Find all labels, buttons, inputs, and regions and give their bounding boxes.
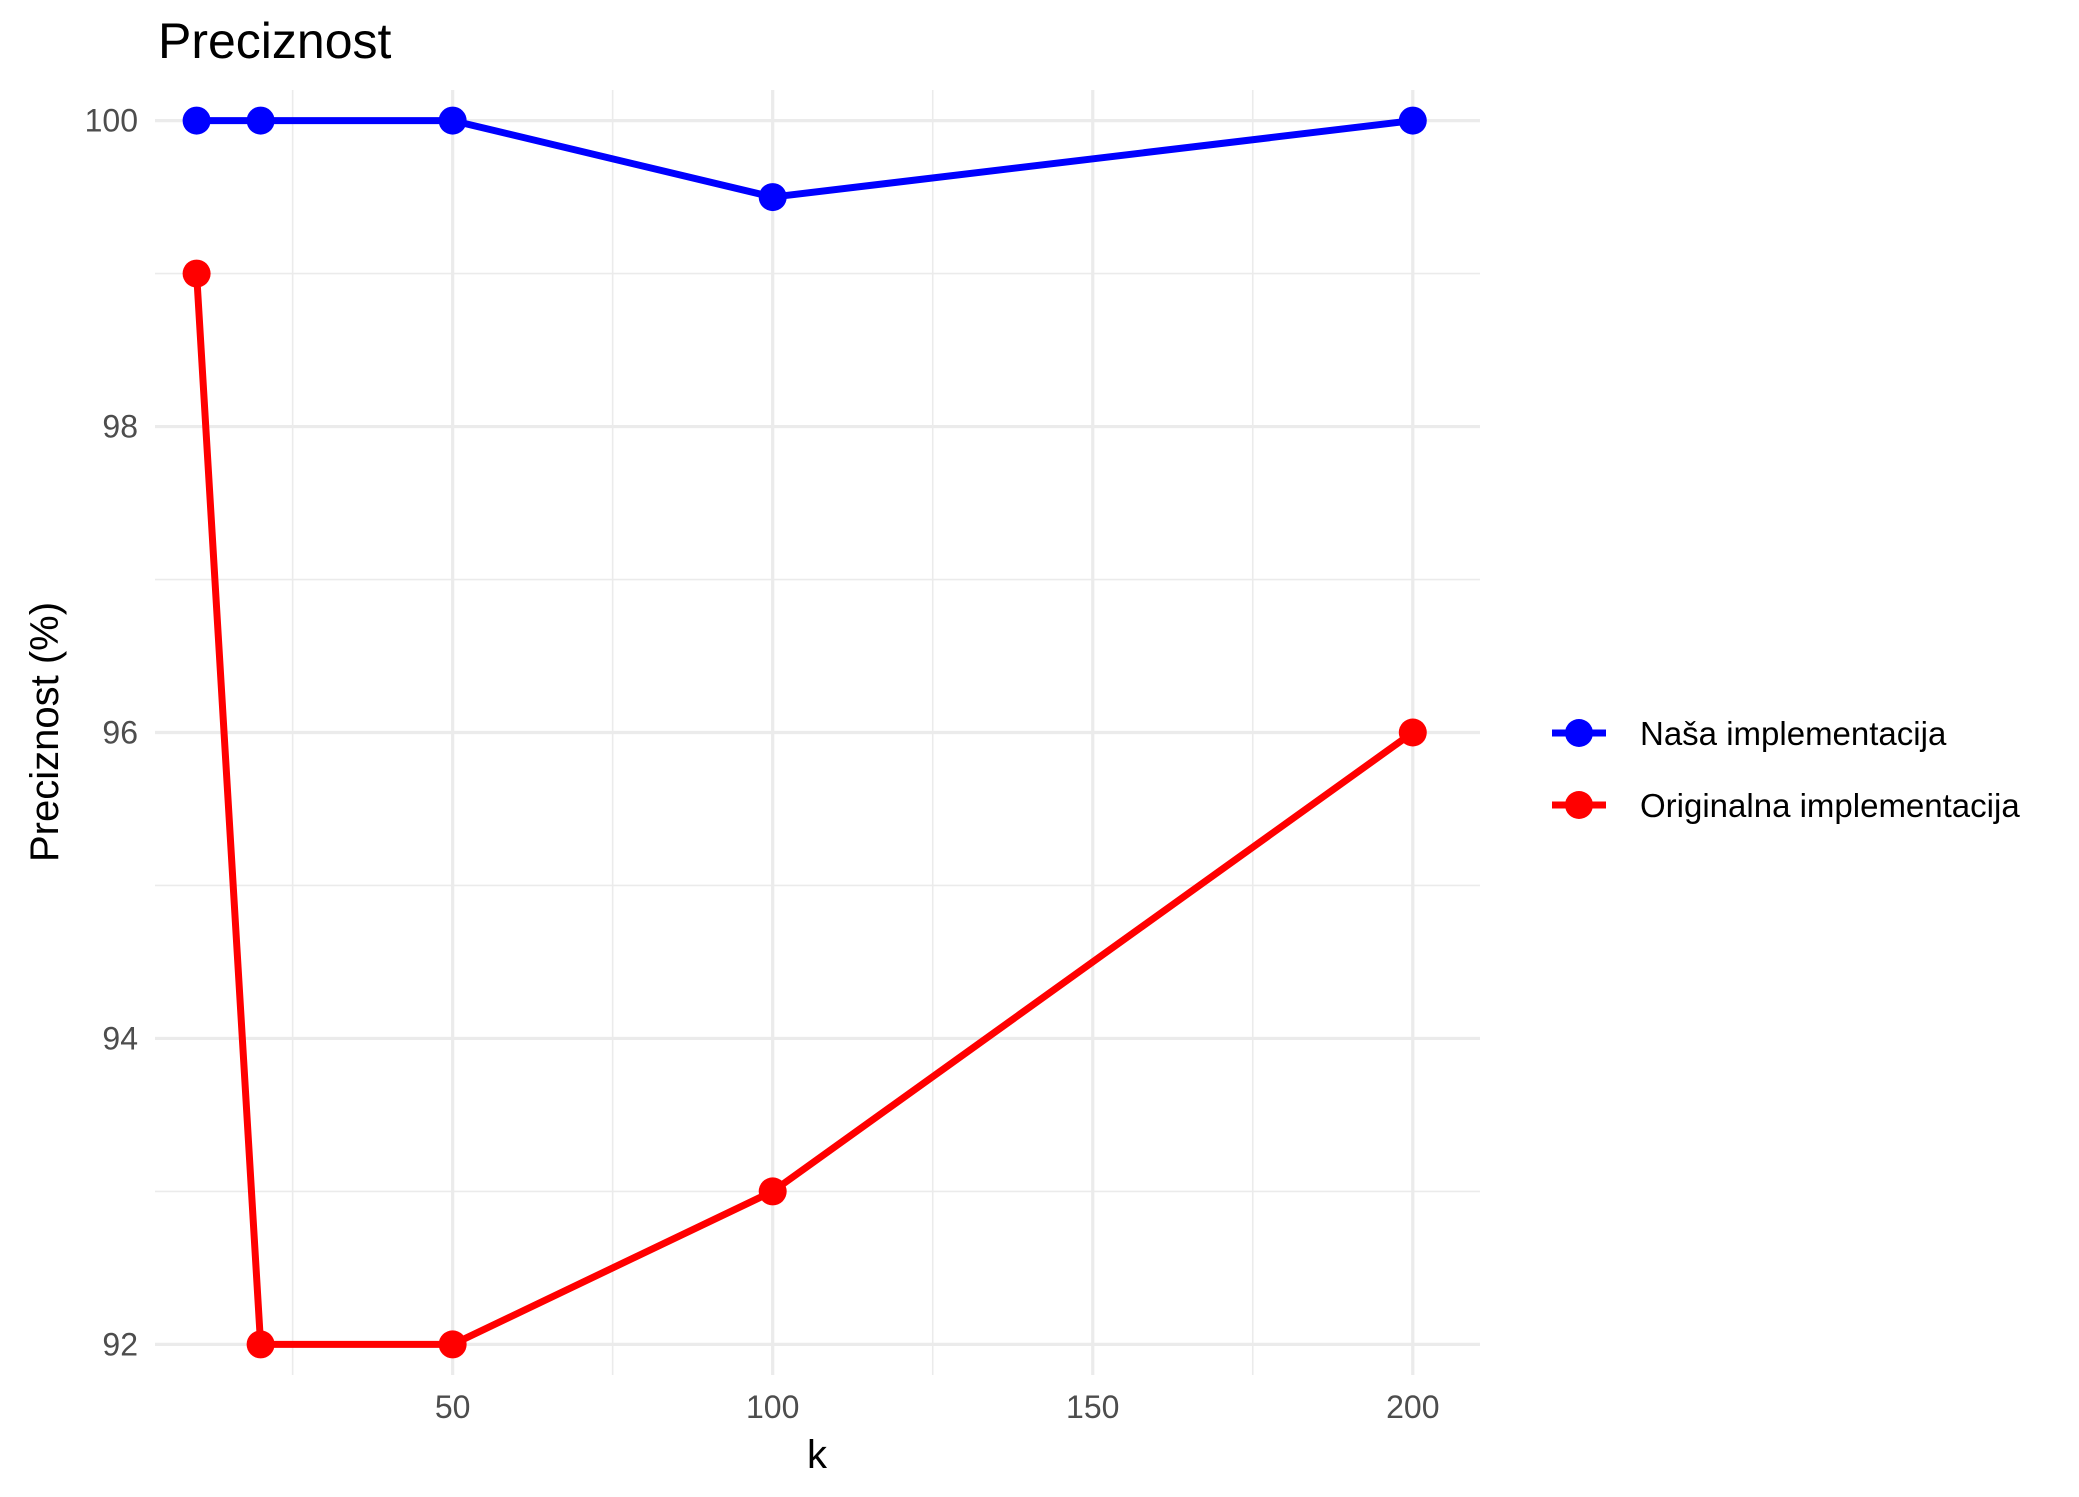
series-line-0: [196, 117, 1414, 201]
x-tick-label: 50: [435, 1389, 471, 1425]
series-line-1: [193, 273, 1415, 1348]
series-point-0: [438, 106, 467, 135]
y-tick-label: 100: [85, 103, 138, 139]
y-tick-label: 96: [102, 715, 138, 751]
x-tick-label: 100: [746, 1389, 799, 1425]
x-tick-label: 150: [1066, 1389, 1119, 1425]
chart-title: Preciznost: [158, 13, 392, 69]
legend-marker: [1565, 791, 1593, 819]
legend-label: Naša implementacija: [1640, 715, 1947, 752]
legend-marker: [1565, 719, 1593, 747]
y-tick-label: 92: [102, 1326, 138, 1362]
series-point-1: [438, 1330, 467, 1359]
series-point-0: [758, 183, 787, 212]
legend: Naša implementacija Originalna implementa…: [1552, 715, 2020, 824]
series-layer: [182, 106, 1427, 1359]
x-axis-title: k: [807, 1433, 828, 1477]
major-gridlines: [155, 90, 1480, 1375]
y-tick-label: 98: [102, 409, 138, 445]
legend-label: Originalna implementacija: [1640, 787, 2020, 824]
series-point-1: [246, 1330, 275, 1359]
y-axis-title: Preciznost (%): [23, 602, 67, 862]
y-tick-label: 94: [102, 1020, 138, 1056]
series-point-1: [182, 259, 211, 288]
series-point-1: [1398, 718, 1427, 747]
y-tick-labels: 92 94 96 98 100: [85, 103, 138, 1363]
series-point-0: [246, 106, 275, 135]
x-tick-label: 200: [1386, 1389, 1439, 1425]
series-point-0: [1398, 106, 1427, 135]
series-point-0: [182, 106, 211, 135]
x-tick-labels: 50 100 150 200: [435, 1389, 1440, 1425]
series-point-1: [758, 1177, 787, 1206]
